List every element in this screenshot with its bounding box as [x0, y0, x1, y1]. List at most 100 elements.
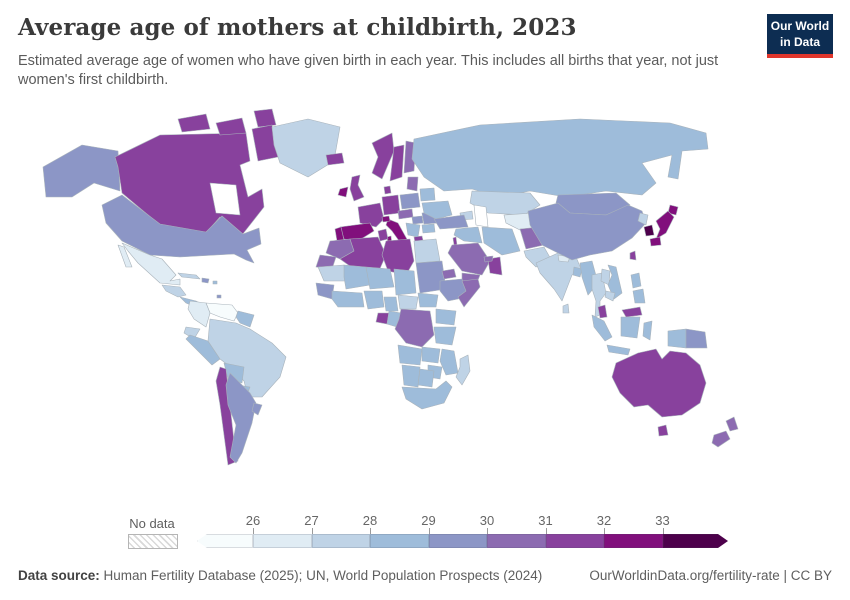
region-saudi-arabia[interactable]: Saudi Arabia	[447, 242, 491, 276]
region-arctic-island-2[interactable]: Canada	[215, 117, 247, 136]
region-south-africa[interactable]: South Africa	[401, 380, 453, 410]
region-philippines-north[interactable]: Philippines	[630, 272, 642, 289]
owid-logo[interactable]: Our World in Data	[767, 14, 833, 59]
region-mauritania[interactable]: Mauritania	[317, 264, 349, 282]
region-malaysia-peninsula[interactable]: Malaysia	[597, 304, 608, 319]
region-cuba[interactable]: Cuba	[177, 272, 201, 280]
region-belarus[interactable]: Belarus	[419, 187, 436, 202]
region-sri-lanka[interactable]: Sri Lanka	[562, 303, 570, 314]
region-senegal-guinea[interactable]: Senegal/Guinea	[315, 282, 335, 300]
region-somalia[interactable]: Somalia	[457, 278, 481, 308]
region-mozambique[interactable]: Mozambique/Malawi	[439, 348, 459, 376]
region-eritrea[interactable]: Eritrea	[441, 268, 457, 280]
region-bulgaria[interactable]: Bulgaria	[421, 223, 436, 234]
legend-bin->33[interactable]	[663, 534, 729, 548]
region-syria-iraq[interactable]: Syria/Iraq	[453, 226, 483, 244]
region-sulawesi[interactable]: Indonesia	[642, 320, 653, 341]
region-poland[interactable]: Poland	[399, 192, 421, 210]
region-cambodia[interactable]: Cambodia	[604, 290, 616, 302]
region-kenya-uganda[interactable]: Kenya/Uganda	[435, 308, 457, 326]
region-philippines-south[interactable]: Philippines	[632, 288, 646, 304]
region-south-sudan[interactable]: South Sudan	[417, 292, 439, 308]
region-greenland[interactable]: Greenland	[271, 118, 341, 178]
region-central-america-north[interactable]: Guatemala/Honduras	[161, 284, 187, 298]
region-sweden[interactable]: Sweden	[389, 144, 405, 182]
region-norway[interactable]: Norway	[371, 132, 395, 180]
region-sumatra[interactable]: Indonesia	[591, 314, 613, 342]
region-austria-czechia[interactable]: Austria/Czechia	[397, 208, 414, 220]
region-iran[interactable]: Iran	[481, 226, 521, 256]
region-papua-new-guinea[interactable]: Papua New Guinea	[685, 328, 708, 349]
region-baja[interactable]: Mexico	[117, 244, 133, 268]
region-tanzania[interactable]: Tanzania	[433, 326, 457, 346]
region-ireland[interactable]: Ireland	[337, 186, 349, 198]
region-west-new-guinea[interactable]: Indonesia	[667, 328, 687, 349]
region-malaysia-borneo[interactable]: Malaysia	[621, 306, 643, 318]
region-brazil[interactable]: Brazil	[207, 318, 287, 398]
region-alaska[interactable]: United States (Alaska)	[42, 144, 121, 198]
region-tasmania[interactable]: Australia	[657, 424, 669, 437]
region-chad[interactable]: Chad	[393, 268, 417, 296]
region-uk[interactable]: United Kingdom	[349, 174, 365, 202]
region-namibia[interactable]: Namibia	[401, 364, 421, 388]
region-turkey[interactable]: Turkey	[433, 214, 469, 230]
region-cameroon[interactable]: Cameroon	[383, 296, 399, 312]
legend-bin-<26[interactable]	[197, 534, 253, 548]
region-arctic-island-3[interactable]: Canada	[253, 108, 277, 128]
region-australia[interactable]: Australia	[611, 348, 707, 418]
region-new-zealand-south[interactable]: New Zealand	[711, 430, 731, 448]
region-japan-hokkaido[interactable]: Japan	[667, 204, 679, 216]
region-nigeria[interactable]: Nigeria	[363, 290, 385, 310]
legend-bin-27-28[interactable]	[311, 534, 370, 548]
region-mexico[interactable]: Mexico	[121, 242, 181, 286]
legend-bin-32-33[interactable]	[604, 534, 663, 548]
legend-bin-31-32[interactable]	[545, 534, 604, 548]
region-kalimantan[interactable]: Indonesia	[620, 316, 641, 339]
region-baltics[interactable]: Baltic states	[406, 176, 419, 192]
region-vietnam[interactable]: Vietnam	[607, 264, 623, 300]
region-japan-kyushu[interactable]: Japan	[649, 236, 662, 247]
region-angola[interactable]: Angola	[397, 344, 423, 366]
region-argentina[interactable]: Argentina	[225, 372, 257, 464]
region-puerto-rico[interactable]: Puerto Rico	[212, 280, 218, 285]
region-new-zealand-north[interactable]: New Zealand	[725, 416, 739, 432]
region-balkans[interactable]: Western Balkans	[405, 222, 421, 238]
region-mali[interactable]: Mali	[343, 264, 371, 290]
region-iceland[interactable]: Iceland	[325, 152, 345, 166]
region-uae[interactable]: United Arab Emirates	[483, 255, 494, 263]
legend-bin-26-27[interactable]	[253, 534, 312, 548]
region-hispaniola[interactable]: Dominican Republic	[201, 277, 210, 284]
region-colombia[interactable]: Colombia	[187, 300, 211, 328]
region-ukraine[interactable]: Ukraine	[421, 200, 453, 220]
region-usa[interactable]: United States	[101, 194, 262, 264]
region-denmark[interactable]: Denmark	[383, 185, 392, 195]
region-botswana[interactable]: Botswana	[417, 368, 435, 388]
region-south-korea[interactable]: South Korea	[643, 224, 655, 237]
region-niger[interactable]: Niger	[365, 266, 395, 290]
region-france[interactable]: France	[357, 202, 385, 228]
region-west-africa-coast[interactable]: Ivory Coast/Ghana	[331, 290, 365, 308]
region-oman[interactable]: Oman	[487, 256, 503, 276]
region-japan-honshu[interactable]: Japan	[655, 210, 675, 240]
region-hungary[interactable]: Hungary	[411, 215, 424, 225]
legend-no-data-swatch[interactable]	[128, 534, 178, 549]
region-dr-congo[interactable]: Democratic Republic of Congo	[394, 308, 435, 348]
region-arctic-island-1[interactable]: Canada	[177, 113, 211, 133]
region-russia[interactable]: Russia	[411, 118, 709, 198]
region-north-korea[interactable]: North Korea	[637, 212, 649, 226]
region-tunisia[interactable]: Tunisia	[377, 228, 389, 242]
region-egypt[interactable]: Egypt	[413, 238, 441, 264]
region-israel[interactable]: Israel	[452, 236, 458, 246]
region-java[interactable]: Indonesia	[606, 344, 631, 356]
region-switzerland[interactable]: Switzerland	[381, 215, 391, 223]
region-zambia[interactable]: Zambia	[421, 346, 441, 364]
region-uruguay[interactable]: Uruguay	[251, 402, 263, 416]
legend-bin-30-31[interactable]	[487, 534, 546, 548]
region-central-african-republic[interactable]: Central African Republic	[397, 294, 419, 310]
region-germany[interactable]: Germany	[381, 194, 401, 216]
region-taiwan[interactable]: Taiwan	[629, 250, 637, 261]
region-guianas[interactable]: Guyana/Suriname	[235, 310, 255, 328]
region-madagascar[interactable]: Madagascar	[455, 354, 471, 386]
region-bangladesh[interactable]: Bangladesh	[572, 266, 583, 278]
legend-bin-28-29[interactable]	[370, 534, 429, 548]
